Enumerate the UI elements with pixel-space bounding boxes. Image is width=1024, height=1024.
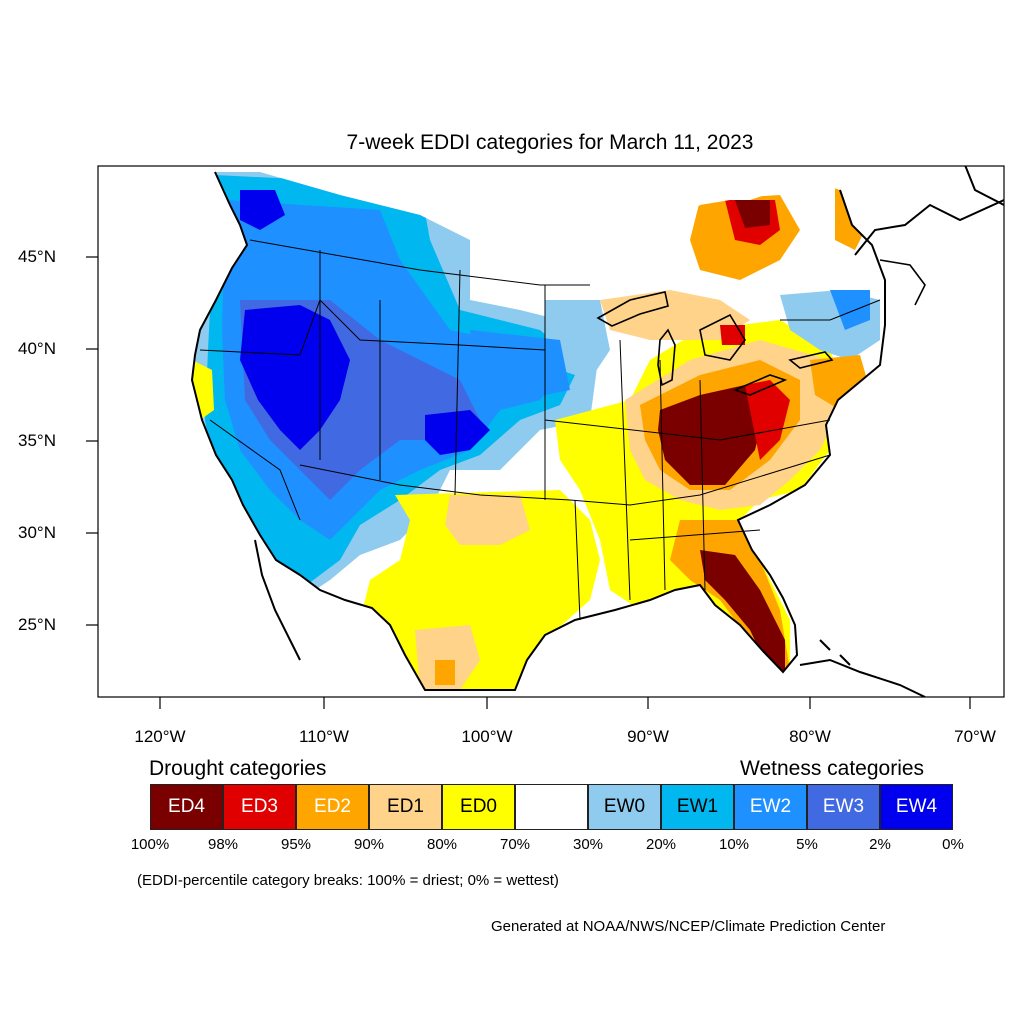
region-ew4-north [240, 190, 285, 230]
legend-box-ed3: ED3 [223, 784, 296, 830]
legend-box-ew2: EW2 [734, 784, 807, 830]
lon-label-80: 80°W [789, 727, 831, 746]
legend-box-ew1: EW1 [661, 784, 734, 830]
legend-box-neutral [515, 784, 588, 830]
region-ed3-appalachia [745, 380, 790, 460]
lon-label-100: 100°W [461, 727, 513, 746]
legend-box-ew4: EW4 [880, 784, 953, 830]
region-ed4-florida [700, 550, 785, 672]
axis-ticks [86, 256, 971, 709]
map-title: 7-week EDDI categories for March 11, 202… [346, 131, 754, 154]
region-ew4-plains [425, 410, 490, 455]
legend-break-label: 95% [280, 836, 312, 853]
region-ed1-south-texas [415, 625, 480, 690]
lat-label-30: 30°N [18, 523, 56, 542]
lat-label-40: 40°N [18, 339, 56, 358]
legend-box-ed1: ED1 [369, 784, 442, 830]
drought-categories-title: Drought categories [149, 757, 327, 780]
lon-label-70: 70°W [954, 727, 996, 746]
region-ed1-panhandle [445, 495, 530, 545]
plot-frame [97, 165, 1005, 698]
legend-break-label: 2% [869, 836, 891, 853]
legend-box-ed0: ED0 [442, 784, 515, 830]
lon-label-110: 110°W [299, 727, 349, 746]
lat-label-25: 25°N [18, 615, 56, 634]
legend-break-label: 30% [572, 836, 604, 853]
legend-break-label: 10% [718, 836, 750, 853]
category-breaks-note: (EDDI-percentile category breaks: 100% =… [137, 872, 559, 889]
lat-label-45: 45°N [18, 247, 56, 266]
wetness-categories-title: Wetness categories [740, 757, 925, 780]
legend-break-label: 70% [499, 836, 531, 853]
lat-label-35: 35°N [18, 431, 56, 450]
boundaries [190, 166, 1004, 697]
legend-break-label: 20% [645, 836, 677, 853]
lon-label-90: 90°W [627, 727, 669, 746]
lon-label-120: 120°W [134, 727, 186, 746]
region-ew4-great-basin [240, 305, 350, 450]
legend-box-ed4: ED4 [150, 784, 223, 830]
legend-break-label: 90% [353, 836, 385, 853]
region-ed4-ohio-valley [658, 385, 765, 485]
legend-break-label: 98% [207, 836, 239, 853]
legend-break-label: 100% [130, 836, 170, 853]
legend-break-label: 0% [942, 836, 964, 853]
region-ed1-great-lakes [600, 290, 750, 340]
legend-box-ew0: EW0 [588, 784, 661, 830]
legend-break-label: 5% [796, 836, 818, 853]
legend-break-label: 80% [426, 836, 458, 853]
legend-box-ew3: EW3 [807, 784, 880, 830]
legend-box-ed2: ED2 [296, 784, 369, 830]
credit-text: Generated at NOAA/NWS/NCEP/Climate Predi… [491, 918, 886, 935]
